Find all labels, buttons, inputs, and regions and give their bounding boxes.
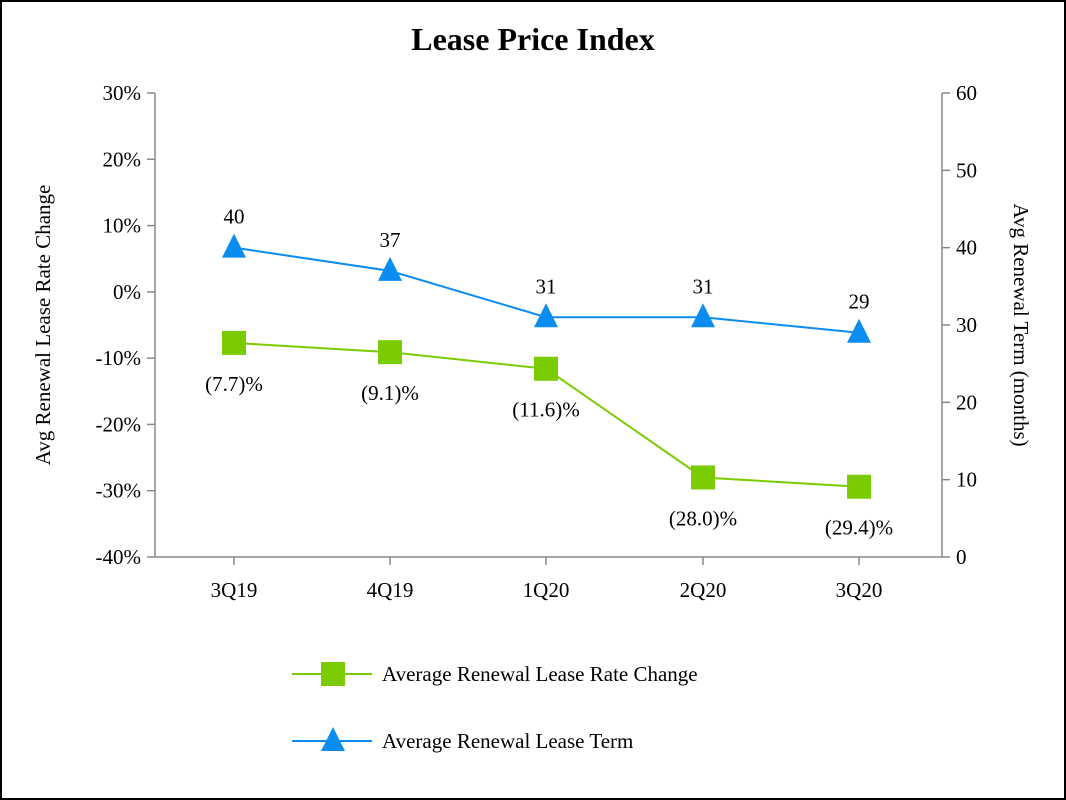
data-point-square [378,340,402,365]
data-point-square [222,330,246,355]
right-axis-tick-label: 50 [956,158,977,182]
left-axis-tick-label: 20% [103,147,142,171]
legend-label: Average Renewal Lease Rate Change [382,662,698,686]
left-axis-tick-label: 30% [103,81,142,105]
data-label: 31 [693,274,714,298]
right-axis-tick-label: 60 [956,81,977,105]
data-point-square [534,356,558,381]
data-point-triangle [691,303,715,328]
legend-marker-triangle [321,727,345,751]
x-axis-tick-label: 3Q19 [211,578,258,602]
chart-title: Lease Price Index [411,21,655,57]
data-point-triangle [534,303,558,328]
legend-marker-square [321,662,345,686]
data-label: 37 [380,228,401,252]
data-label: (29.4)% [825,516,893,540]
data-label: (9.1)% [361,381,419,405]
right-axis-title: Avg Renewal Term (months) [1009,203,1033,446]
data-point-triangle [222,233,246,258]
left-axis-tick-label: 0% [113,280,141,304]
left-axis-tick-label: -30% [96,479,142,503]
x-axis-tick-label: 1Q20 [523,578,570,602]
data-label: 29 [849,290,870,314]
data-point-square [691,465,715,490]
left-axis-tick-label: -40% [96,545,142,569]
legend-label: Average Renewal Lease Term [382,729,633,753]
right-axis-tick-label: 10 [956,468,977,492]
right-axis-tick-label: 40 [956,236,977,260]
right-axis-tick-label: 0 [956,545,967,569]
left-axis-tick-label: -10% [96,346,142,370]
left-axis-title: Avg Renewal Lease Rate Change [31,185,55,466]
x-axis-tick-label: 2Q20 [680,578,727,602]
right-axis-tick-label: 30 [956,313,977,337]
data-label: (28.0)% [669,506,737,530]
data-point-triangle [847,318,871,343]
data-label: (11.6)% [512,398,579,422]
data-point-triangle [378,256,402,281]
data-label: 31 [536,274,557,298]
left-axis-tick-label: -20% [96,412,142,436]
left-axis-tick-label: 10% [103,214,142,238]
data-point-square [847,474,871,499]
right-axis-tick-label: 20 [956,390,977,414]
data-label: (7.7)% [205,372,263,396]
data-label: 40 [224,205,245,229]
x-axis-tick-label: 3Q20 [836,578,883,602]
x-axis-tick-label: 4Q19 [367,578,414,602]
